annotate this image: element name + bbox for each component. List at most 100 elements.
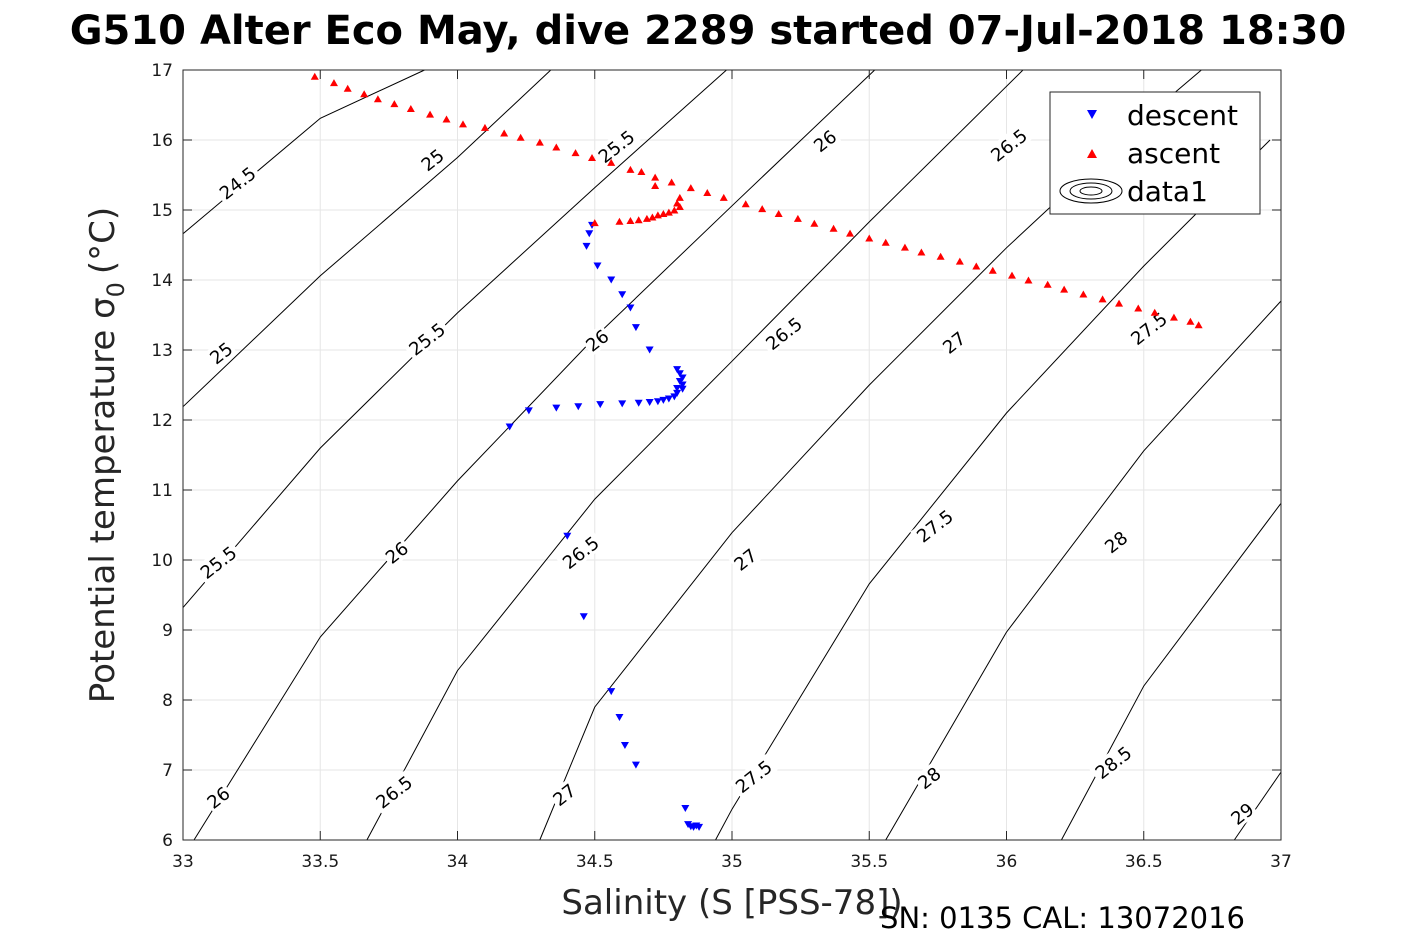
ascent-point [659,210,668,217]
contour-label-bg [910,503,959,548]
ascent-point [675,193,684,201]
ascent-point [1150,308,1159,316]
legend-ascent-label: ascent [1127,137,1220,170]
y-tick-label: 16 [151,131,173,151]
x-tick-label: 34 [447,852,469,872]
y-tick-label: 13 [151,341,173,361]
ascent-point [667,178,676,186]
contour-label-bg [402,316,451,361]
data-points [310,72,1203,831]
ascent-point [900,243,909,251]
ascent-point [686,184,695,192]
y-tick-label: 17 [151,61,173,81]
ascent-point [360,90,369,98]
contour-label-bg [728,543,762,576]
contour-label-bg [204,336,238,369]
ascent-point [571,149,580,157]
descent-point [670,393,679,401]
ascent-point [936,252,945,260]
contour-label-bg [369,769,419,814]
contour-label-bg [1088,740,1138,785]
contour-29 [1233,771,1282,841]
y-tick-label: 6 [162,831,173,851]
contour-label-bg [729,754,778,799]
descent-point [552,404,561,412]
x-tick-label: 36.5 [1125,852,1163,872]
ascent-point [793,214,802,222]
descent-point [678,385,687,393]
legend-data1-label: data1 [1127,175,1208,208]
descent-point [631,761,640,769]
ascent-point [1098,295,1107,303]
descent-point [596,401,605,409]
descent-point [673,366,682,374]
ascent-point [1134,304,1143,312]
descent-point [678,381,687,389]
ascent-point [1007,271,1016,279]
y-tick-label: 11 [151,481,173,501]
ascent-point [329,79,338,87]
contour-label-bg [808,124,842,157]
descent-point [574,403,583,411]
ascent-point [626,217,635,224]
ascent-point [637,168,646,175]
ascent-point [343,84,352,92]
x-axis-label: Salinity (S [PSS-78]) [561,883,902,923]
ascent-point [458,120,467,128]
y-axis-label: Potential temperature σ0 (°C) [83,207,130,703]
contour-label-bg [580,324,614,356]
axis-ticks: 33 33.5 34 34.5 35 35.5 36 36.5 37 6 7 8 9 10 11 12 13 14… [151,61,1291,872]
ascent-point [607,158,616,166]
ascent-point [1169,313,1178,321]
contour-label-bg [547,778,581,811]
ascent-point [865,234,874,242]
x-tick-label: 34.5 [576,852,614,872]
ascent-point [500,129,509,137]
ascent-point [310,72,319,80]
descent-point [645,399,654,406]
y-tick-label: 7 [162,761,173,781]
y-axis-label-unit: (°C) [83,207,123,274]
descent-point [618,291,627,299]
ascent-point [881,238,890,246]
x-tick-label: 37 [1270,852,1292,872]
contour-label-bg [937,326,971,359]
ascent-point [1115,299,1124,307]
contour-28 [885,300,1282,841]
descent-point [634,399,643,407]
ascent-point [406,105,415,112]
ascent-point [642,214,651,222]
contour-26.5 [366,69,1024,841]
ascent-point [426,110,435,118]
ascent-point [1043,280,1052,288]
ascent-point [442,115,451,123]
ascent-point [917,248,926,256]
ascent-point [634,216,643,224]
ascent-point [774,210,783,217]
descent-point [645,346,654,354]
descent-point [593,262,602,270]
x-tick-label: 35 [721,852,743,872]
legend: descent ascent data1 [1049,91,1261,215]
ascent-point [988,266,997,274]
contour-28.5 [1060,502,1282,841]
ascent-point [588,154,597,161]
legend-contour-icon [1059,178,1123,204]
ascent-point [651,182,660,189]
ascent-point [1186,317,1195,325]
contour-label-bg [415,143,449,176]
ascent-point [480,123,489,131]
descent-point [563,532,572,540]
y-axis-label-subscript: 0 [102,282,130,297]
contour-label-bg [193,539,243,585]
descent-point [607,688,616,696]
legend-box [1049,91,1261,215]
ascent-point [703,189,712,196]
ascent-point [653,211,662,219]
descent-point [631,324,640,332]
ascent-point [1079,290,1088,298]
legend-ascent-marker [1087,149,1097,158]
descent-point [695,823,704,831]
ascent-point [741,200,750,208]
descent-point [607,276,616,284]
